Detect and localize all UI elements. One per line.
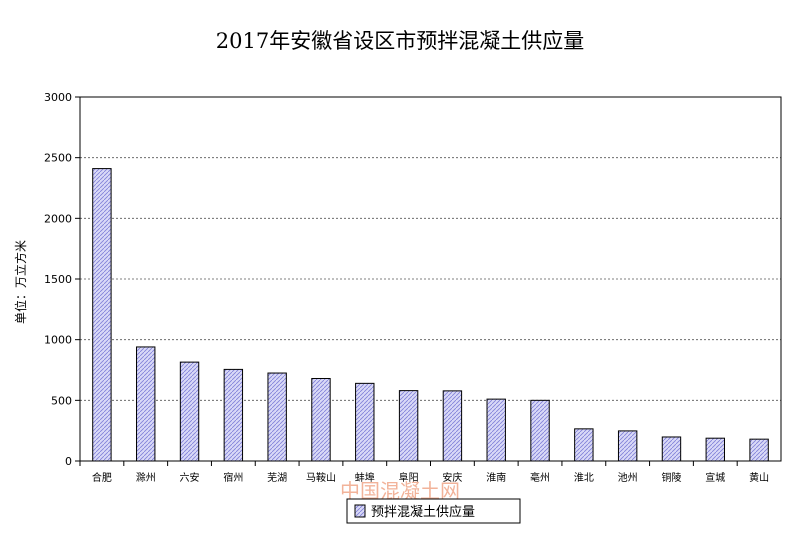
x-tick-label: 铜陵: [661, 472, 681, 484]
bar-5: [311, 377, 331, 462]
x-tick-label: 滁州: [136, 471, 156, 484]
legend-label: 预拌混凝土供应量: [371, 504, 475, 520]
x-tick-label: 蚌埠: [355, 471, 375, 484]
bar-9: [486, 398, 506, 462]
bar-4: [267, 372, 287, 462]
x-tick-label: 六安: [180, 471, 200, 484]
bar-13: [661, 436, 682, 462]
legend-box: [346, 498, 521, 524]
bars: [92, 168, 769, 462]
y-tick-label: 500: [51, 394, 72, 407]
x-tick-label: 淮南: [486, 471, 506, 484]
y-axis-ticks: 0 500 1000 1500 2000 2500 3000: [44, 91, 80, 468]
bar-11: [574, 428, 594, 462]
x-tick-label: 马鞍山: [306, 471, 336, 484]
y-tick-label: 1500: [44, 273, 72, 286]
y-tick-label: 0: [65, 455, 72, 468]
y-tick-label: 1000: [44, 334, 72, 347]
x-tick-label: 黄山: [749, 471, 769, 484]
x-axis-ticks: 合肥 滁州 六安 宿州 芜湖 马鞍山 蚌埠 阜阳 安庆 淮南 亳州 淮北 池州 铜陵 宣城 黄山: [79, 461, 769, 484]
bar-10: [530, 399, 550, 462]
x-tick-label: 合肥: [92, 471, 112, 484]
x-tick-label: 池州: [618, 471, 638, 484]
x-tick-label: 宣城: [705, 471, 725, 484]
x-tick-label: 阜阳: [399, 471, 419, 484]
x-tick-label: 亳州: [530, 471, 550, 484]
bar-12: [617, 430, 638, 462]
bar-7: [398, 390, 419, 462]
bar-3: [223, 368, 244, 462]
legend-swatch: [354, 504, 366, 518]
bar-8: [442, 390, 463, 462]
chart-title: 2017年安徽省设区市预拌混凝土供应量: [216, 29, 584, 53]
bar-1: [136, 346, 156, 462]
y-tick-label: 2500: [44, 152, 72, 165]
y-axis-label: 单位：万立方米: [13, 240, 28, 324]
legend: 预拌混凝土供应量: [346, 498, 521, 524]
y-tick-label: 3000: [44, 91, 72, 104]
bar-6: [355, 382, 375, 462]
bar-15: [749, 438, 769, 462]
x-tick-label: 淮北: [574, 472, 594, 484]
bar-0: [92, 168, 112, 462]
y-tick-label: 2000: [44, 212, 72, 225]
plot-area-frame: [79, 96, 782, 462]
x-tick-label: 宿州: [223, 471, 243, 484]
bar-14: [705, 437, 725, 462]
bar-2: [179, 361, 200, 462]
x-tick-label: 安庆: [442, 471, 462, 484]
x-tick-label: 芜湖: [267, 471, 287, 484]
